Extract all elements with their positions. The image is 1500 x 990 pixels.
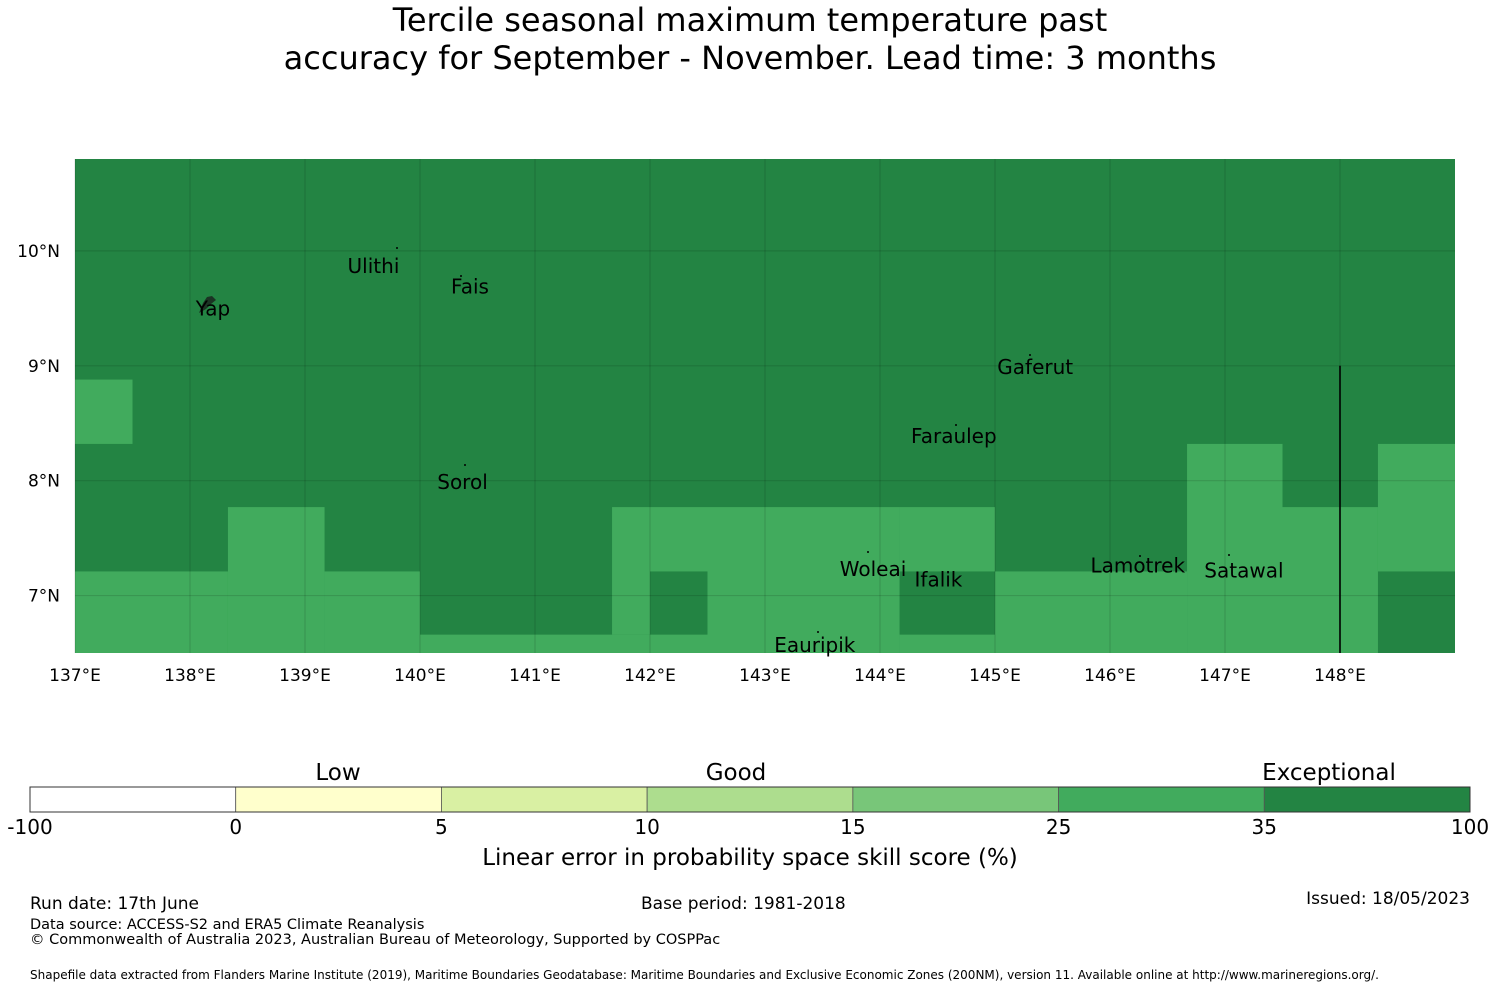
skill-cell-25-35	[227, 507, 325, 653]
legend-swatch	[441, 786, 648, 813]
legend-category-low: Low	[315, 760, 361, 786]
legend-tick-label: 10	[634, 815, 659, 839]
place-label: Fais	[451, 275, 489, 299]
skill-cell-25-35	[707, 507, 900, 653]
lat-tick-label: 8°N	[28, 472, 60, 492]
legend-swatch	[852, 786, 1059, 813]
legend-category-good: Good	[705, 760, 767, 786]
place-label: Satawal	[1204, 558, 1283, 582]
skill-cell-25-35	[1282, 507, 1378, 653]
legend-swatch	[646, 786, 854, 813]
island-dot	[460, 275, 462, 277]
place-label: Sorol	[437, 470, 488, 494]
place-label: Ifalik	[915, 567, 963, 591]
skill-cell-25-35	[324, 571, 420, 653]
place-label: Woleai	[840, 557, 907, 581]
place-label: Lamotrek	[1090, 554, 1185, 578]
legend-tick-label: 15	[840, 815, 865, 839]
island-dot	[464, 464, 466, 466]
lon-tick-label: 143°E	[739, 666, 791, 686]
island-dot	[1029, 354, 1031, 356]
skill-cell-25-35	[995, 571, 1188, 653]
chart-title-line-2: accuracy for September - November. Lead …	[283, 39, 1217, 77]
skill-cell-25-35	[899, 634, 995, 653]
run-date: Run date: 17th June	[30, 894, 199, 914]
legend-tick-label: 25	[1046, 815, 1071, 839]
place-label: Yap	[195, 296, 230, 320]
skill-cell-25-35	[1187, 443, 1283, 653]
legend-tick-label: 5	[435, 815, 448, 839]
data-source: Data source: ACCESS-S2 and ERA5 Climate …	[30, 917, 425, 933]
skill-cell-25-35	[650, 507, 708, 572]
legend-swatch	[235, 786, 442, 813]
legend-frame	[29, 786, 1471, 813]
island-dot	[955, 424, 957, 426]
island-dot	[1139, 555, 1141, 557]
chart-title-line-1: Tercile seasonal maximum temperature pas…	[392, 1, 1108, 39]
place-label: Eauripik	[774, 633, 856, 657]
lon-tick-label: 141°E	[509, 666, 561, 686]
lon-tick-label: 146°E	[1084, 666, 1136, 686]
lon-tick-label: 139°E	[279, 666, 331, 686]
lat-tick-label: 10°N	[17, 242, 60, 262]
issued-date: Issued: 18/05/2023	[1306, 889, 1470, 909]
lon-tick-label: 148°E	[1314, 666, 1366, 686]
legend-tick-label: 35	[1252, 815, 1277, 839]
lon-tick-label: 147°E	[1199, 666, 1251, 686]
island-dot	[867, 551, 869, 553]
skill-cell-25-35	[1377, 443, 1455, 572]
island-dot	[1228, 554, 1230, 556]
skill-cell-25-35	[420, 634, 708, 653]
legend-swatch	[1058, 786, 1265, 813]
place-label: Gaferut	[997, 355, 1073, 379]
lon-tick-label: 138°E	[164, 666, 216, 686]
lon-tick-label: 137°E	[49, 666, 101, 686]
legend-swatch	[1263, 786, 1471, 813]
copyright: © Commonwealth of Australia 2023, Austra…	[30, 932, 721, 948]
place-label: Faraulep	[911, 424, 997, 448]
skill-cell-25-35	[75, 571, 228, 653]
legend-axis-label: Linear error in probability space skill …	[482, 845, 1018, 871]
lat-tick-label: 9°N	[28, 357, 60, 377]
island-dot	[817, 631, 819, 633]
island-dot	[396, 247, 398, 249]
legend-tick-label: 0	[229, 815, 242, 839]
legend-swatch	[29, 786, 237, 813]
yap-island-shape	[199, 296, 216, 313]
skill-cell-25-35	[899, 507, 995, 572]
lat-tick-label: 7°N	[28, 587, 60, 607]
place-label: Ulithi	[348, 254, 400, 278]
legend-tick-label: 100	[1451, 815, 1489, 839]
skill-cell-25-35	[75, 379, 133, 444]
lon-tick-label: 144°E	[854, 666, 906, 686]
lon-tick-label: 140°E	[394, 666, 446, 686]
legend-category-exceptional: Exceptional	[1262, 760, 1396, 786]
skill-cell-25-35	[612, 507, 650, 635]
legend-tick-label: -100	[7, 815, 52, 839]
lon-tick-label: 142°E	[624, 666, 676, 686]
base-period: Base period: 1981-2018	[641, 894, 846, 914]
shapefile-credit: Shapefile data extracted from Flanders M…	[30, 968, 1379, 982]
lon-tick-label: 145°E	[969, 666, 1021, 686]
